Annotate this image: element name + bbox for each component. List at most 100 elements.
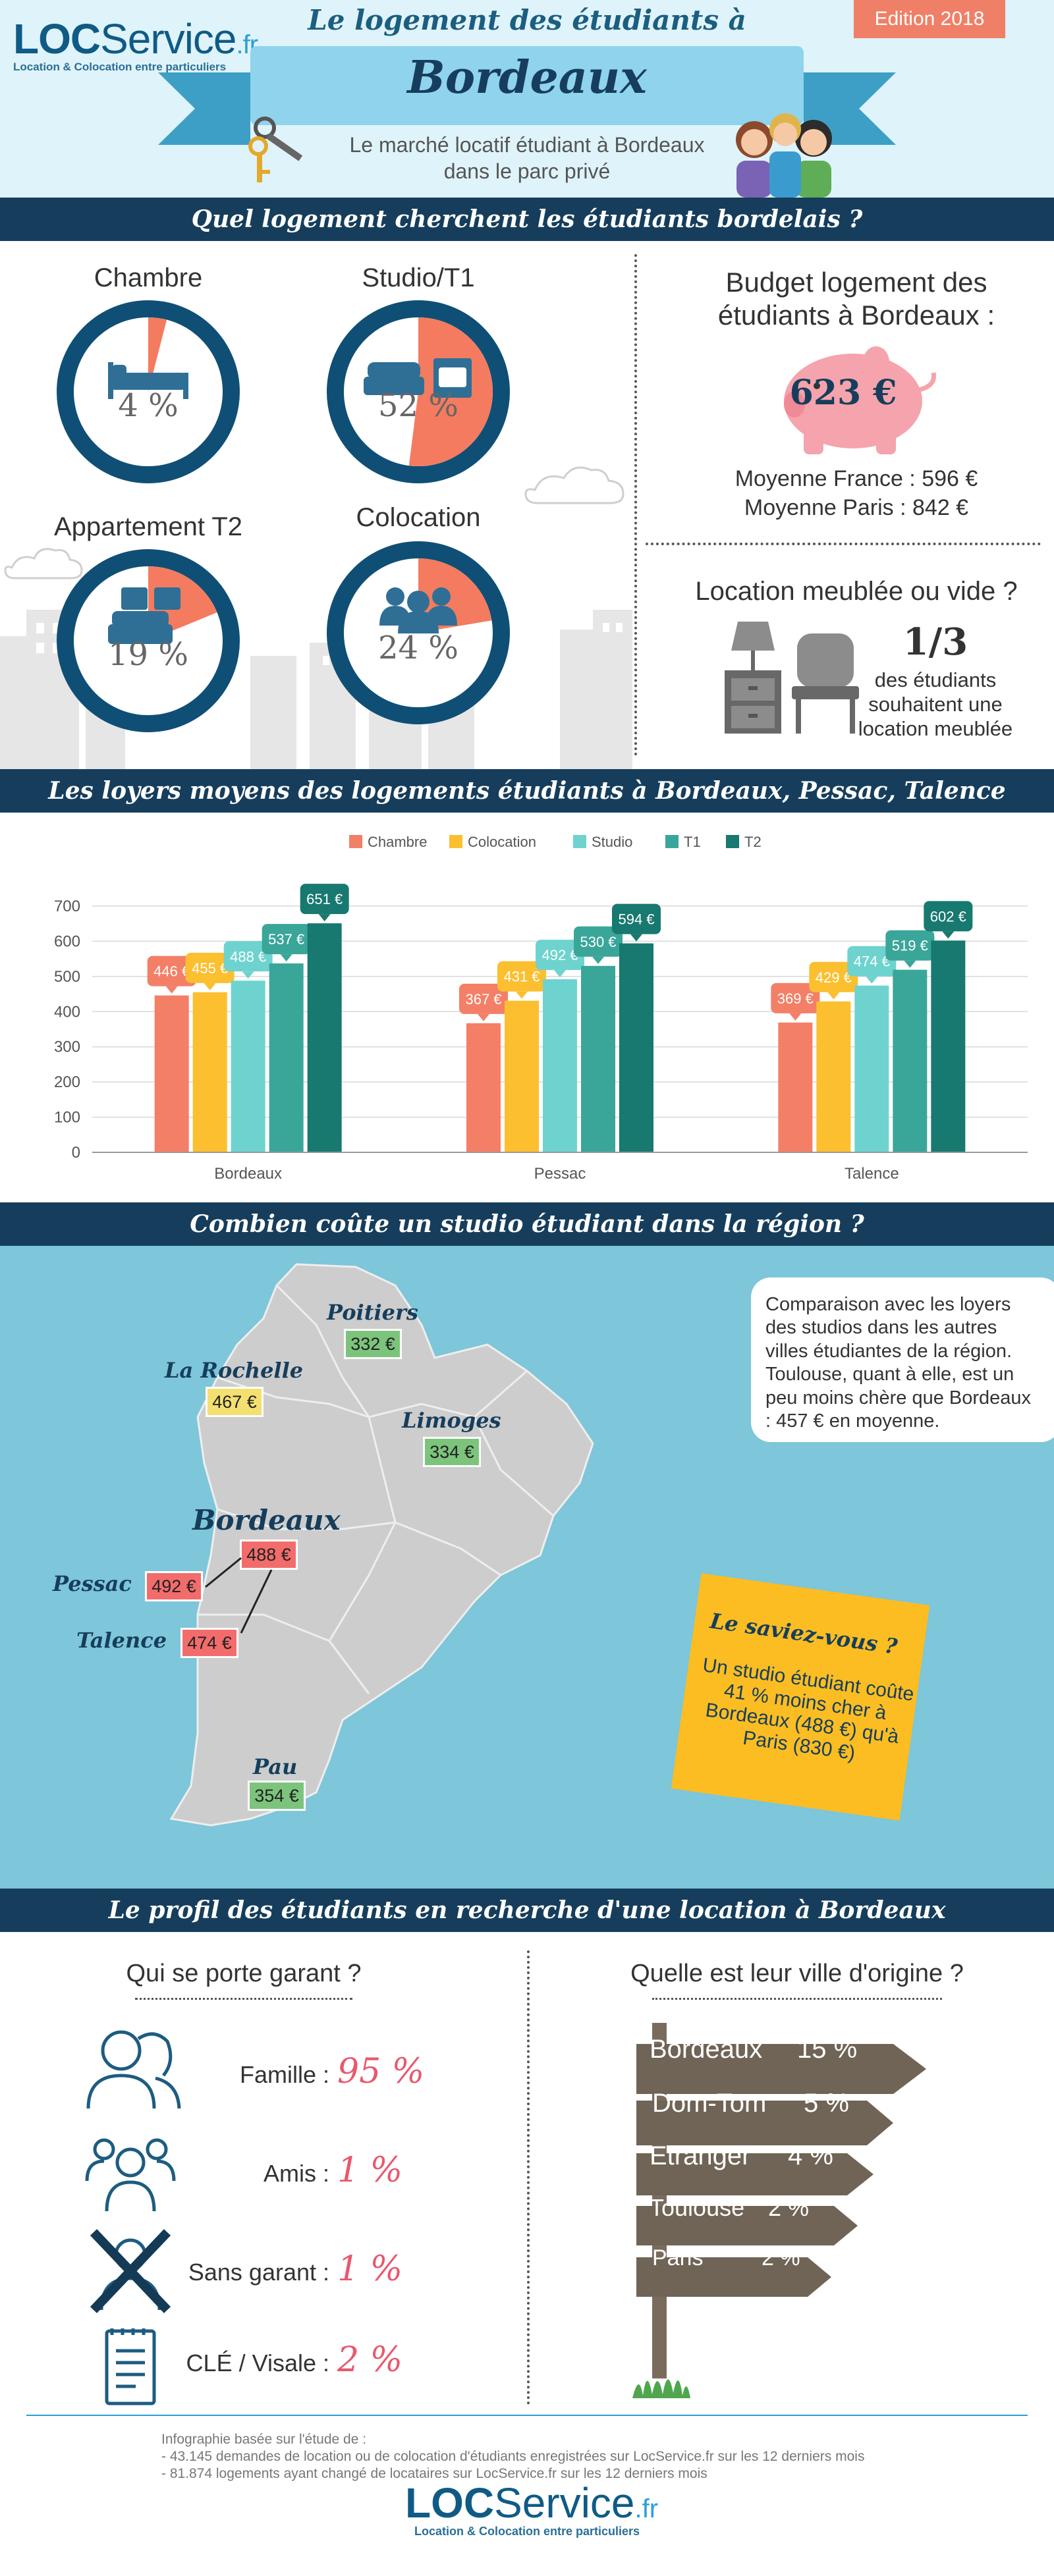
data-label-bubble <box>223 941 273 972</box>
logo-light-text: Service <box>100 15 236 63</box>
origin-pct-toulouse: 2 % <box>768 2194 810 2221</box>
data-label-pointer <box>827 992 840 1000</box>
data-label: 594 € <box>618 911 654 928</box>
legend-label: Studio <box>592 834 632 850</box>
price-tag-pau: 354 € <box>248 1781 306 1811</box>
data-label-pointer <box>554 970 566 978</box>
header-logo[interactable]: LOCService.fr Location & Colocation entr… <box>13 14 258 74</box>
bar <box>816 1001 851 1152</box>
section-divider-horizontal <box>646 543 1041 545</box>
origin-pct-bordeaux: 15 % <box>797 2035 858 2064</box>
footnote-title: Infographie basée sur l'étude de : <box>161 2432 367 2447</box>
title-line-1: Le logement des étudiants à <box>308 4 746 36</box>
x-category-label: Pessac <box>534 1165 586 1183</box>
data-label: 530 € <box>580 934 616 950</box>
data-label-pointer <box>318 914 331 922</box>
bar <box>505 1000 539 1152</box>
footer-logo-bold: LOC <box>405 2479 495 2527</box>
data-label: 429 € <box>816 969 852 986</box>
data-label-bubble <box>924 901 973 932</box>
data-label: 492 € <box>541 947 578 963</box>
profile-divider-vertical <box>527 1950 530 2405</box>
data-label-pointer <box>630 934 642 942</box>
y-tick-label: 200 <box>54 1073 80 1091</box>
friends-icon <box>85 2138 176 2212</box>
footer-logo[interactable]: LOCService.fr Location & Colocation entr… <box>405 2479 658 2538</box>
city-name-talence: Talence <box>76 1628 167 1653</box>
ring-chart-studio <box>327 300 510 483</box>
comparison-bubble: Comparaison avec les loyers des studios … <box>751 1277 1054 1442</box>
data-label-bubble <box>459 983 508 1014</box>
data-label: 369 € <box>777 990 814 1007</box>
bar <box>154 995 189 1152</box>
bar <box>466 1023 501 1152</box>
guarantor-label-friends: Amis : <box>263 2160 329 2187</box>
city-name-limoges: Limoges <box>402 1408 501 1433</box>
legend-swatch <box>665 835 679 848</box>
housing-pct-colocation: 24 % <box>378 630 458 666</box>
origin-pct-etranger: 4 % <box>788 2141 833 2170</box>
city-name-pessac: Pessac <box>53 1571 132 1596</box>
bar <box>931 940 966 1152</box>
y-tick-label: 600 <box>54 932 80 950</box>
price-tag-talence: 474 € <box>180 1628 238 1658</box>
ring-chart-colocation <box>327 541 510 724</box>
budget-value: 623 € <box>789 373 897 413</box>
x-category-label: Talence <box>845 1165 899 1183</box>
price-tag-poitiers: 332 € <box>344 1329 402 1359</box>
keys-icon <box>248 117 303 182</box>
y-tick-label: 700 <box>54 898 80 915</box>
origin-city-toulouse: Toulouse <box>650 2194 745 2221</box>
housing-label-studio: Studio/T1 <box>362 263 475 292</box>
y-tick-label: 100 <box>54 1109 80 1127</box>
origin-city-domtom: Dom-Tom <box>652 2089 767 2118</box>
document-icon <box>105 2328 156 2405</box>
guarantor-label-family: Famille : <box>239 2061 329 2088</box>
data-label-pointer <box>592 956 604 964</box>
x-category-label: Bordeaux <box>214 1165 282 1183</box>
edition-badge: Edition 2018 <box>854 0 1005 38</box>
bar <box>854 985 889 1152</box>
guarantor-pct-cle: 2 % <box>337 2340 403 2380</box>
data-label: 519 € <box>892 938 928 954</box>
data-label-bubble <box>612 903 661 934</box>
bar <box>778 1022 813 1152</box>
guarantor-pct-none: 1 % <box>337 2249 403 2289</box>
ring-chart-t2 <box>57 549 240 732</box>
legend-swatch <box>449 835 462 848</box>
guarantor-label-none: Sans garant : <box>188 2259 329 2286</box>
data-label-bubble <box>771 982 820 1013</box>
price-tag-bordeaux: 488 € <box>240 1540 298 1570</box>
data-label-bubble <box>147 955 196 986</box>
footer-logo-tagline: Location & Colocation entre particuliers <box>414 2525 640 2538</box>
budget-title: Budget logement des étudiants à Bordeaux… <box>717 267 995 331</box>
price-tag-limoges: 334 € <box>423 1437 481 1467</box>
footnote-line-2: - 81.874 logements ayant changé de locat… <box>161 2466 707 2481</box>
y-tick-label: 0 <box>72 1144 80 1162</box>
logo-tagline: Location & Colocation entre particuliers <box>13 61 227 73</box>
y-tick-label: 300 <box>54 1038 80 1056</box>
legend-label: T2 <box>744 834 762 850</box>
data-label: 474 € <box>854 953 890 970</box>
rent-bar-chart: 0 100 200 300 400 500 600 700 Chambre Colocation S… <box>0 813 1054 1202</box>
title-ribbon <box>250 46 804 125</box>
data-label: 446 € <box>153 963 190 980</box>
furniture-icon <box>725 622 859 734</box>
bar <box>307 923 342 1152</box>
bar <box>581 965 615 1152</box>
guarantor-label-cle: CLÉ / Visale : <box>186 2349 329 2376</box>
signpost-illustration <box>632 2023 926 2398</box>
data-label: 488 € <box>230 948 266 965</box>
data-label-bubble <box>809 961 858 992</box>
guarantor-pct-friends: 1 % <box>337 2151 403 2190</box>
footer-logo-light: Service <box>494 2479 635 2527</box>
bar <box>543 979 577 1152</box>
city-name-poitiers: Poitiers <box>327 1300 418 1325</box>
data-label: 367 € <box>465 991 501 1007</box>
avg-paris: Moyenne Paris : 842 € <box>744 495 969 520</box>
logo-bold-text: LOC <box>13 15 101 63</box>
housing-pct-chambre: 4 % <box>118 387 179 424</box>
data-label-bubble <box>497 961 546 992</box>
housing-pct-t2: 19 % <box>108 636 188 673</box>
